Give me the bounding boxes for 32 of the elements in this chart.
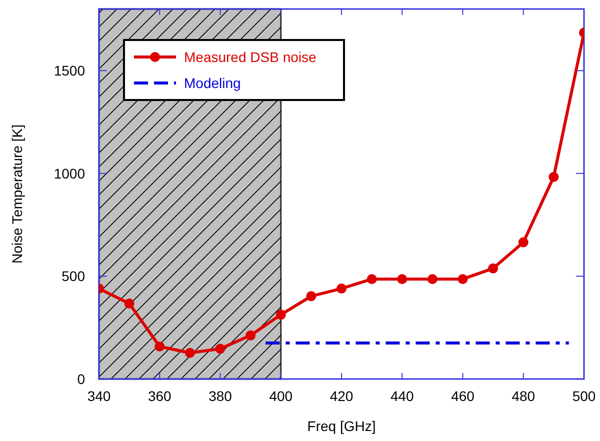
x-tick-label: 340: [87, 388, 111, 404]
y-tick-label: 1500: [54, 62, 86, 79]
x-tick-label: 500: [572, 388, 596, 404]
point: [336, 284, 346, 294]
x-tick-label: 480: [512, 388, 536, 404]
point: [366, 274, 377, 284]
point: [518, 237, 528, 248]
y-tick-label: 1000: [54, 165, 86, 182]
x-axis-title: Freq [GHz]: [307, 418, 376, 434]
point: [215, 344, 226, 354]
y-tick-label: 500: [62, 268, 86, 284]
point: [488, 263, 498, 274]
y-tick-label: 0: [77, 371, 86, 387]
point: [548, 172, 559, 182]
x-tick-label: 460: [451, 388, 475, 404]
x-tick-label: 420: [330, 388, 354, 404]
point: [397, 274, 408, 284]
x-tick-label: 400: [269, 388, 293, 404]
point: [154, 342, 165, 352]
point: [306, 291, 316, 302]
x-tick-label: 440: [390, 388, 414, 404]
point: [124, 298, 134, 309]
x-tick-label: 380: [208, 388, 232, 404]
y-axis-title: Noise Temperature [K]: [9, 124, 25, 264]
point: [458, 274, 468, 284]
point: [276, 310, 286, 320]
point: [246, 330, 256, 340]
point: [427, 274, 438, 284]
legend-label: Modeling: [184, 75, 241, 91]
x-tick-label: 360: [148, 388, 172, 404]
legend-label: Measured DSB noise: [184, 49, 317, 65]
point: [184, 348, 195, 358]
